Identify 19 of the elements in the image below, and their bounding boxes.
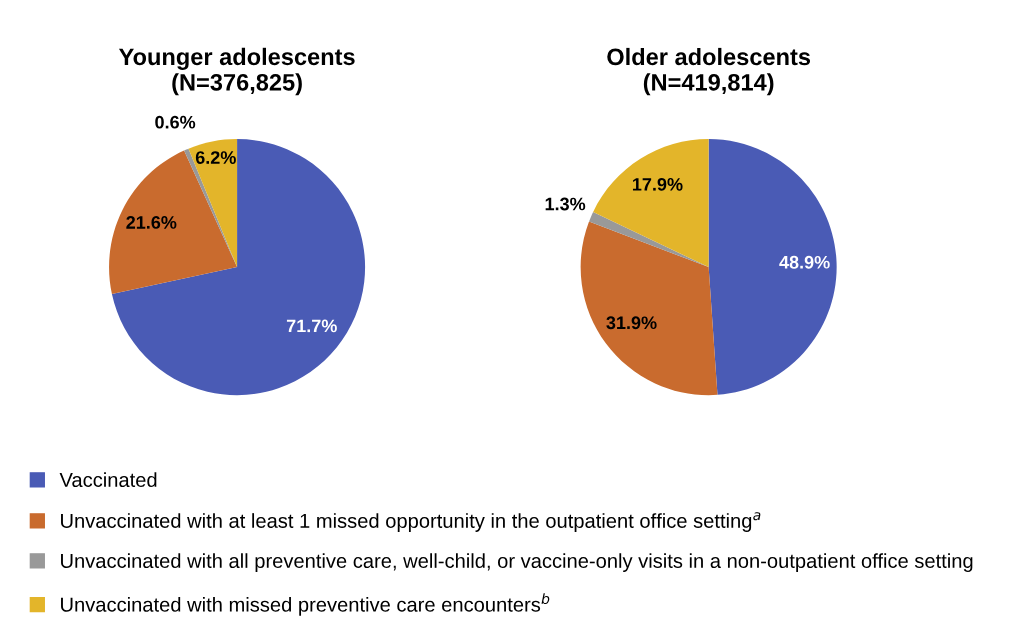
data-label: 21.6% bbox=[126, 216, 177, 229]
pie-slice bbox=[593, 139, 709, 268]
chart-title: Younger adolescents (N=376,825) bbox=[118, 47, 355, 96]
data-label: 0.6% bbox=[155, 115, 196, 129]
legend-label: Unvaccinated with at least 1 missed opportunity in the outpatient office setting$^{a}$ bbox=[61, 512, 761, 532]
legend-label: Unvaccinated with missed preventive care encounters$^{b}$ bbox=[61, 593, 550, 616]
pie-slice bbox=[708, 139, 837, 395]
data-label: 71.7% bbox=[286, 319, 337, 333]
data-label: 48.9% bbox=[779, 255, 830, 269]
data-label: 31.9% bbox=[606, 316, 657, 330]
data-label: 6.2% bbox=[195, 151, 236, 164]
data-label: 1.3% bbox=[545, 197, 586, 211]
chart-title: Older adolescents (N=419,814) bbox=[607, 47, 811, 96]
pie-slice bbox=[109, 150, 238, 295]
pie-slice bbox=[111, 139, 366, 396]
legend-label: Unvaccinated with all preventive care, well-child, or vaccine-only visits in a non-outpatient office setting bbox=[61, 553, 973, 572]
data-label: 17.9% bbox=[632, 177, 683, 191]
pie-slice bbox=[580, 221, 718, 396]
legend-label: Vaccinated bbox=[59, 472, 157, 488]
